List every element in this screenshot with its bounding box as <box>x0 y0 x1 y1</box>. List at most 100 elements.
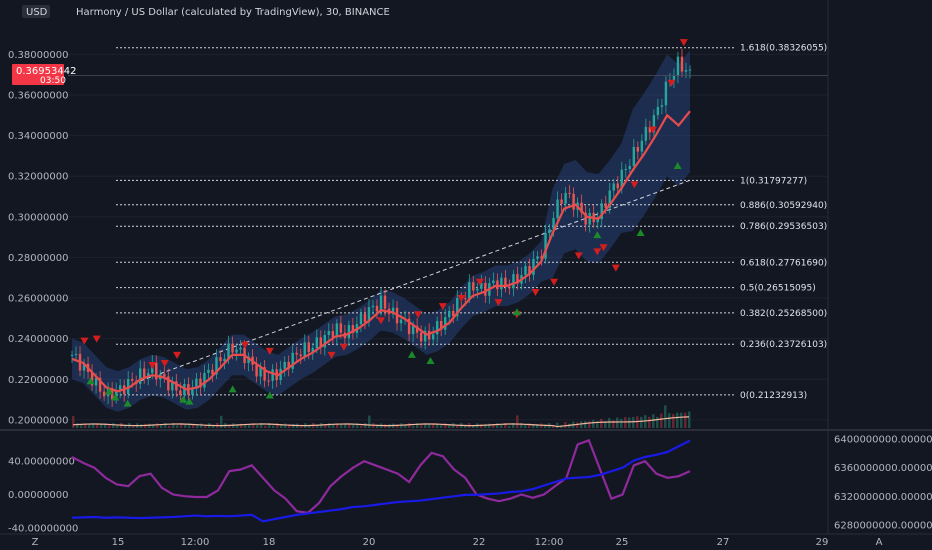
candle-body <box>484 282 487 296</box>
lower-right-tick-label: 6320000000.00000000 <box>834 492 932 503</box>
candle-body <box>500 277 503 290</box>
volume-bar <box>556 422 559 428</box>
candle-body <box>452 310 455 317</box>
volume-bar <box>336 423 339 428</box>
candle-body <box>383 295 387 309</box>
candle-body <box>235 349 238 353</box>
candle-body <box>163 374 166 377</box>
volume-bar <box>80 425 83 428</box>
currency-label: USD <box>26 7 48 18</box>
volume-bar <box>184 424 187 428</box>
volume-bar <box>324 425 327 428</box>
candle-body <box>652 115 656 133</box>
volume-bar <box>456 425 459 428</box>
buy-marker <box>105 387 114 395</box>
volume-bar <box>576 422 579 428</box>
x-tick-label: 22 <box>473 537 486 548</box>
candle-body <box>439 320 443 330</box>
y-tick-label: 0.38000000 <box>8 50 68 61</box>
signal-markers <box>80 39 688 407</box>
volume-bar <box>432 423 435 428</box>
volume-bar <box>220 415 223 428</box>
candle-body <box>227 343 230 359</box>
y-tick-label: 0.30000000 <box>8 212 68 223</box>
buy-marker <box>111 393 120 401</box>
sell-marker <box>531 288 540 296</box>
candle-body <box>70 354 74 356</box>
volume-bar <box>644 415 647 428</box>
volume-ma-line <box>72 416 690 428</box>
volume-bar <box>652 414 655 428</box>
candle-body <box>323 335 327 348</box>
volume-bar <box>496 423 499 428</box>
x-tick-label: 12:00 <box>535 537 564 548</box>
fib-level-label: 0.886(0.30592940) <box>740 201 827 211</box>
volume-bar <box>488 423 491 428</box>
trend-line[interactable] <box>133 179 691 384</box>
lower-pane[interactable]: 40.00000000 0.00000000 -40.00000000 6400000… <box>8 435 932 535</box>
lower-right-tick-label: 6280000000.00000000 <box>834 520 932 531</box>
lower-left-tick-label: 0.00000000 <box>8 490 68 501</box>
volume-bar <box>684 412 687 428</box>
sell-marker <box>611 264 620 272</box>
volume-bar <box>272 425 275 428</box>
candle-body <box>167 376 170 391</box>
blue-series-line <box>71 439 691 523</box>
volume-bar <box>508 425 511 428</box>
volume-bar <box>288 424 291 428</box>
volume-bar <box>532 424 535 428</box>
candle-body <box>171 381 174 391</box>
volume-bar <box>328 423 331 428</box>
volume-bars <box>72 405 691 428</box>
candle-body <box>347 325 351 339</box>
volume-bar <box>664 405 667 428</box>
candle-body <box>195 378 198 389</box>
candle-body <box>118 385 122 391</box>
volume-bar <box>608 418 611 428</box>
currency-badge[interactable] <box>22 5 50 18</box>
candle-body <box>532 258 535 275</box>
sell-marker <box>648 126 657 134</box>
volume-bar <box>240 423 243 428</box>
candle-body <box>688 69 692 71</box>
sell-marker <box>339 343 348 351</box>
volume-bar <box>596 421 599 428</box>
x-tick-label: 20 <box>363 537 376 548</box>
candle-body <box>660 105 664 107</box>
candle-body <box>175 381 178 391</box>
volume-bar <box>612 420 615 428</box>
volume-bar <box>592 419 595 428</box>
ascending-trend-line[interactable] <box>133 179 691 384</box>
candle-body <box>375 305 379 312</box>
sell-marker <box>80 337 89 345</box>
volume-bar <box>300 424 303 428</box>
candle-body <box>684 70 688 72</box>
sell-marker <box>574 252 583 260</box>
candle-body <box>223 358 226 362</box>
volume-bar <box>660 413 663 428</box>
candle-body <box>556 199 559 219</box>
volume-bar <box>332 424 335 428</box>
candle-body <box>94 377 98 386</box>
candle-body <box>632 146 636 166</box>
candle-body <box>319 337 323 348</box>
candle-body <box>476 288 479 291</box>
volume-bar <box>620 418 623 428</box>
candle-body <box>544 232 547 259</box>
sell-marker <box>679 39 688 47</box>
volume-bar <box>628 417 631 428</box>
price-tag-countdown: 03:50 <box>40 76 66 86</box>
candle-body <box>636 146 640 152</box>
lower-right-tick-label: 6360000000.00000000 <box>834 463 932 474</box>
symbol-title[interactable]: Harmony / US Dollar (calculated by Tradi… <box>76 7 390 18</box>
candle-body <box>624 168 627 170</box>
volume-bar <box>688 411 691 428</box>
buy-marker <box>673 162 682 170</box>
volume-bar <box>348 423 351 428</box>
volume-bar <box>192 423 195 428</box>
volume-bar <box>544 424 547 428</box>
buy-marker <box>407 350 416 358</box>
y-tick-label: 0.28000000 <box>8 253 68 264</box>
sell-marker <box>173 351 182 359</box>
